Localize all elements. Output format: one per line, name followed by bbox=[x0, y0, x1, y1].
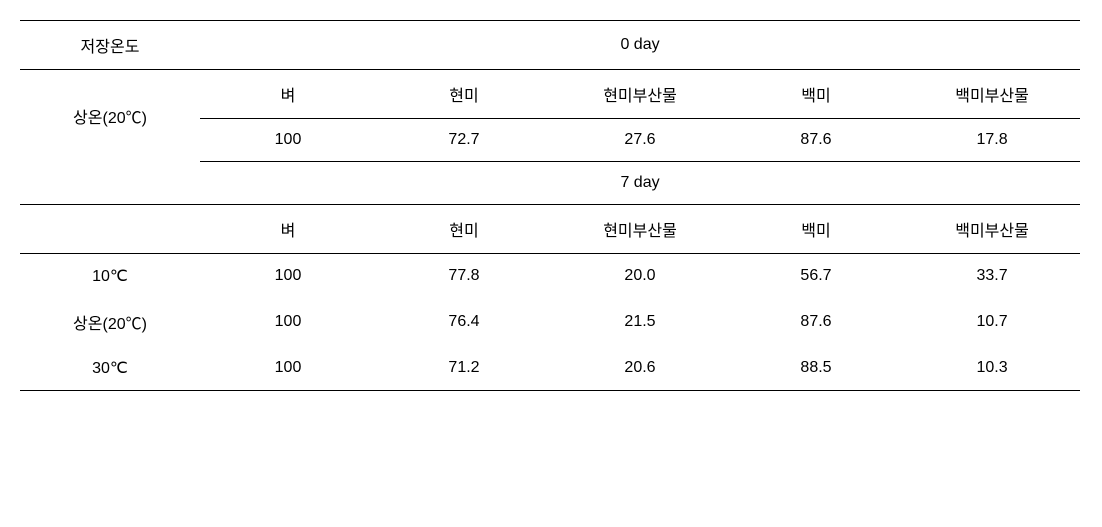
cell-value: 100 bbox=[200, 298, 376, 346]
storage-temp-header: 저장온도 bbox=[20, 21, 200, 70]
cell-value: 76.4 bbox=[376, 298, 552, 346]
col-header: 백미 bbox=[728, 70, 904, 119]
cell-value: 87.6 bbox=[728, 298, 904, 346]
cell-value: 27.6 bbox=[552, 119, 728, 162]
cell-value: 100 bbox=[200, 346, 376, 391]
day0-row-label: 상온(20℃) bbox=[20, 70, 200, 162]
header-row-day7: 7 day bbox=[20, 162, 1080, 205]
col-header: 백미부산물 bbox=[904, 205, 1080, 254]
empty-cell bbox=[20, 205, 200, 254]
day0-header: 0 day bbox=[200, 21, 1080, 70]
cell-value: 17.8 bbox=[904, 119, 1080, 162]
cell-value: 33.7 bbox=[904, 254, 1080, 299]
col-header: 벼 bbox=[200, 205, 376, 254]
cell-value: 20.0 bbox=[552, 254, 728, 299]
data-table: 저장온도 0 day 상온(20℃) 벼 현미 현미부산물 백미 백미부산물 1… bbox=[20, 20, 1080, 391]
row-label: 상온(20℃) bbox=[20, 298, 200, 346]
cell-value: 10.3 bbox=[904, 346, 1080, 391]
row-label: 30℃ bbox=[20, 346, 200, 391]
header-row-day0: 저장온도 0 day bbox=[20, 21, 1080, 70]
cell-value: 21.5 bbox=[552, 298, 728, 346]
cell-value: 100 bbox=[200, 254, 376, 299]
day7-header: 7 day bbox=[200, 162, 1080, 205]
empty-cell bbox=[20, 162, 200, 205]
cell-value: 56.7 bbox=[728, 254, 904, 299]
row-label: 10℃ bbox=[20, 254, 200, 299]
table-row: 상온(20℃) 100 76.4 21.5 87.6 10.7 bbox=[20, 298, 1080, 346]
table-row: 10℃ 100 77.8 20.0 56.7 33.7 bbox=[20, 254, 1080, 299]
col-header: 백미부산물 bbox=[904, 70, 1080, 119]
cell-value: 10.7 bbox=[904, 298, 1080, 346]
cell-value: 87.6 bbox=[728, 119, 904, 162]
col-header: 현미부산물 bbox=[552, 205, 728, 254]
col-header: 벼 bbox=[200, 70, 376, 119]
table-row: 30℃ 100 71.2 20.6 88.5 10.3 bbox=[20, 346, 1080, 391]
cell-value: 72.7 bbox=[376, 119, 552, 162]
day7-columns-row: 벼 현미 현미부산물 백미 백미부산물 bbox=[20, 205, 1080, 254]
cell-value: 100 bbox=[200, 119, 376, 162]
cell-value: 71.2 bbox=[376, 346, 552, 391]
col-header: 현미부산물 bbox=[552, 70, 728, 119]
cell-value: 88.5 bbox=[728, 346, 904, 391]
col-header: 백미 bbox=[728, 205, 904, 254]
cell-value: 77.8 bbox=[376, 254, 552, 299]
col-header: 현미 bbox=[376, 70, 552, 119]
day0-columns-row: 상온(20℃) 벼 현미 현미부산물 백미 백미부산물 bbox=[20, 70, 1080, 119]
col-header: 현미 bbox=[376, 205, 552, 254]
cell-value: 20.6 bbox=[552, 346, 728, 391]
